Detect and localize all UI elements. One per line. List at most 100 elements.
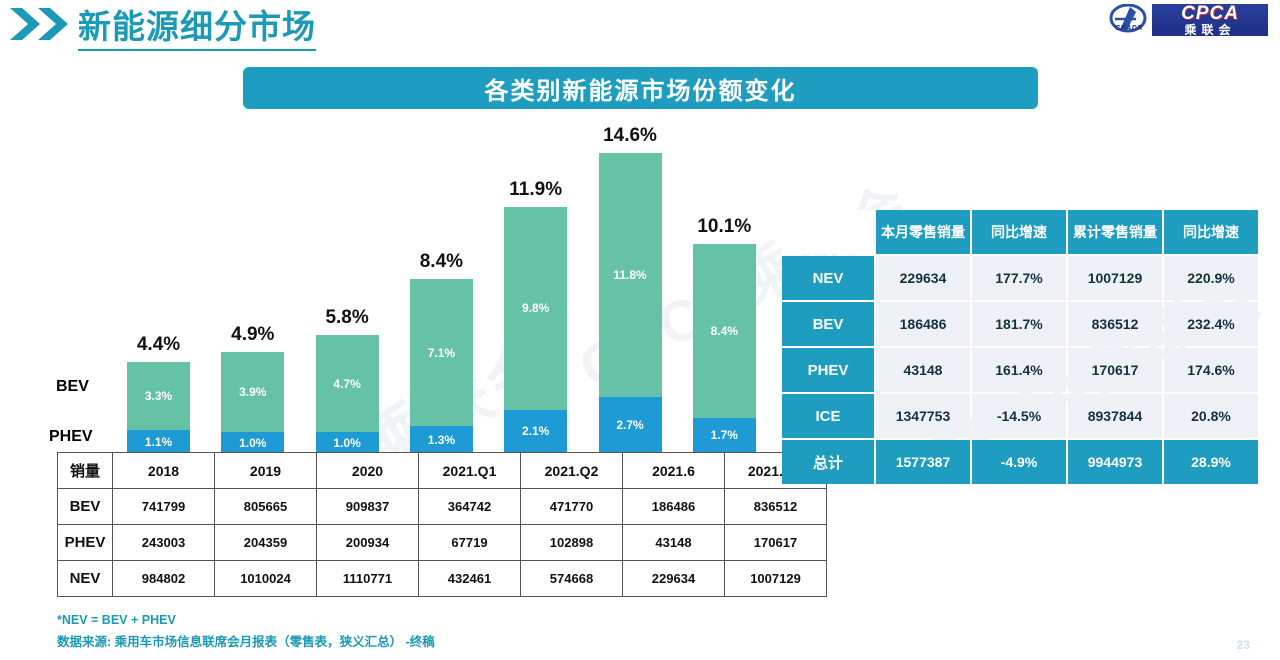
table-cell: 43148 (622, 524, 725, 561)
table-cell: 161.4% (972, 348, 1066, 392)
bar-segment-phev: 2.7% (598, 397, 662, 453)
bar-segment-label-bev: 3.9% (239, 384, 267, 399)
bar-segment-label-bev: 3.3% (144, 389, 173, 404)
table-column-header: 本月零售销量 (876, 210, 970, 254)
table-cell: -14.5% (972, 394, 1066, 438)
bar-column: 7.1% 1.3% 8.4% (392, 120, 491, 453)
table-cell: 220.9% (1164, 256, 1258, 300)
bar-segment-phev: 1.7% (692, 417, 756, 453)
table-cell: -4.9% (972, 440, 1066, 484)
page-number: 23 (1236, 638, 1250, 652)
table-row: PHEV 43148 161.4% 170617 174.6% (782, 348, 1258, 392)
table-cell: 1577387 (876, 440, 970, 484)
table-column-header: 2021.Q1 (418, 452, 521, 489)
table-row-label: NEV (782, 256, 874, 300)
axis-label-bev: BEV (56, 378, 89, 395)
bar-segment-label-phev: 2.7% (616, 418, 644, 433)
table-row: BEV 186486 181.7% 836512 232.4% (782, 302, 1258, 346)
table-column-header: 2021.Q2 (520, 452, 623, 489)
cpca-logo: CPCA 乘联会 CRADR (1106, 3, 1268, 38)
table-cell: 229634 (622, 560, 725, 597)
table-row-label: ICE (782, 394, 874, 438)
table-cell: 8937844 (1068, 394, 1162, 438)
bar-segment-phev: 2.1% (504, 409, 568, 453)
bar-total-label: 10.1% (697, 215, 752, 237)
table-row: NEV 984802 1010024 1110771 432461 574668 22963… (57, 560, 827, 597)
table-cell: 574668 (520, 560, 623, 597)
table-cell: 181.7% (972, 302, 1066, 346)
table-cell: 67719 (418, 524, 521, 561)
table-cell: 805665 (214, 488, 317, 525)
table-cell: 836512 (724, 488, 827, 525)
bar-segment-bev: 7.1% (409, 279, 473, 427)
table-column-header: 2020 (316, 452, 419, 489)
bar-column: 8.4% 1.7% 10.1% (675, 120, 774, 453)
page-header: 新能源细分市场 CPCA 乘联会 CRADR (0, 0, 1280, 51)
stacked-bar: 4.7% 1.0% (315, 335, 379, 453)
table-cell: 186486 (622, 488, 725, 525)
logo-brand-cn: 乘联会 (1184, 23, 1236, 37)
footnote-definition: *NEV = BEV + PHEV (57, 613, 176, 627)
sales-volume-table: 销量 2018 2019 2020 2021.Q1 2021.Q2 2021.6 2021.1… (57, 452, 827, 597)
bar-segment-label-bev: 7.1% (427, 345, 456, 360)
chevron-right-icon (8, 6, 42, 42)
table-cell: 1110771 (316, 560, 419, 597)
bar-segment-label-bev: 11.8% (613, 268, 647, 282)
logo-mark-icon (1106, 3, 1150, 36)
table-row: ICE 1347753 -14.5% 8937844 20.8% (782, 394, 1258, 438)
table-corner (782, 210, 874, 254)
table-header-row: 销量 2018 2019 2020 2021.Q1 2021.Q2 2021.6 2021.1… (57, 452, 827, 489)
bar-segment-label-phev: 1.0% (333, 435, 361, 450)
bar-total-label: 5.8% (325, 307, 369, 329)
bar-segment-bev: 3.3% (127, 361, 190, 431)
bar-column: 3.3% 1.1% 4.4% (109, 120, 208, 453)
bar-total-label: 8.4% (419, 251, 464, 273)
table-cell: 204359 (214, 524, 317, 561)
bar-segment-bev: 8.4% (692, 243, 756, 418)
table-cell: 741799 (112, 488, 215, 525)
bar-segment-phev: 1.0% (221, 432, 285, 453)
bar-total-label: 11.9% (509, 178, 563, 200)
table-total-row: 总计 1577387 -4.9% 9944973 28.9% (782, 440, 1258, 484)
stacked-bar: 8.4% 1.7% (692, 243, 756, 453)
bar-segment-label-phev: 1.0% (239, 435, 267, 450)
bar-segment-label-bev: 8.4% (710, 323, 738, 338)
table-cell: 1007129 (1068, 256, 1162, 300)
table-column-header: 同比增速 (1164, 210, 1258, 254)
table-cell: 364742 (418, 488, 521, 525)
bar-segment-label-bev: 9.8% (522, 301, 550, 316)
bar-total-label: 4.4% (136, 333, 181, 355)
bar-segment-bev: 4.7% (315, 335, 379, 433)
table-cell: 28.9% (1164, 440, 1258, 484)
stacked-bar: 11.8% 2.7% (598, 152, 662, 453)
table-cell: 432461 (418, 560, 521, 597)
bar-column: 3.9% 1.0% 4.9% (203, 120, 302, 453)
chevron-right-icon-2 (36, 6, 70, 42)
bar-column: 9.8% 2.1% 11.9% (486, 120, 585, 453)
table-column-header: 2019 (214, 452, 317, 489)
stacked-bar: 7.1% 1.3% (409, 279, 473, 453)
table-cell: 43148 (876, 348, 970, 392)
chart-title: 各类别新能源市场份额变化 (243, 67, 1038, 109)
logo-plate (1152, 4, 1268, 36)
table-cell: 170617 (724, 524, 827, 561)
table-cell: 20.8% (1164, 394, 1258, 438)
page-title: 新能源细分市场 (78, 0, 316, 51)
bar-column: 4.7% 1.0% 5.8% (298, 120, 397, 453)
stacked-bar: 3.9% 1.0% (221, 351, 285, 453)
table-cell: 243003 (112, 524, 215, 561)
table-cell: 909837 (316, 488, 419, 525)
table-column-header: 同比增速 (972, 210, 1066, 254)
bar-segment-label-bev: 4.7% (333, 376, 361, 391)
table-row: PHEV 243003 204359 200934 67719 102898 43148 17… (57, 524, 827, 561)
table-row-label: BEV (57, 488, 113, 525)
logo-sub: CRADR (1115, 25, 1143, 32)
stacked-bar-chart: 3.3% 1.1% 4.4% 3.9% 1.0% 4.9% 4.7% 1.0% 5.8% 7.1%… (109, 120, 769, 453)
logo-brand: CPCA (1181, 3, 1239, 24)
retail-summary-table: 本月零售销量 同比增速 累计零售销量 同比增速 NEV 229634 177.7% 10071… (780, 208, 1260, 486)
bar-segment-bev: 3.9% (221, 351, 285, 433)
table-cell: 170617 (1068, 348, 1162, 392)
table-cell: 471770 (520, 488, 623, 525)
table-cell: 186486 (876, 302, 970, 346)
bar-segment-label-phev: 1.3% (427, 432, 456, 447)
